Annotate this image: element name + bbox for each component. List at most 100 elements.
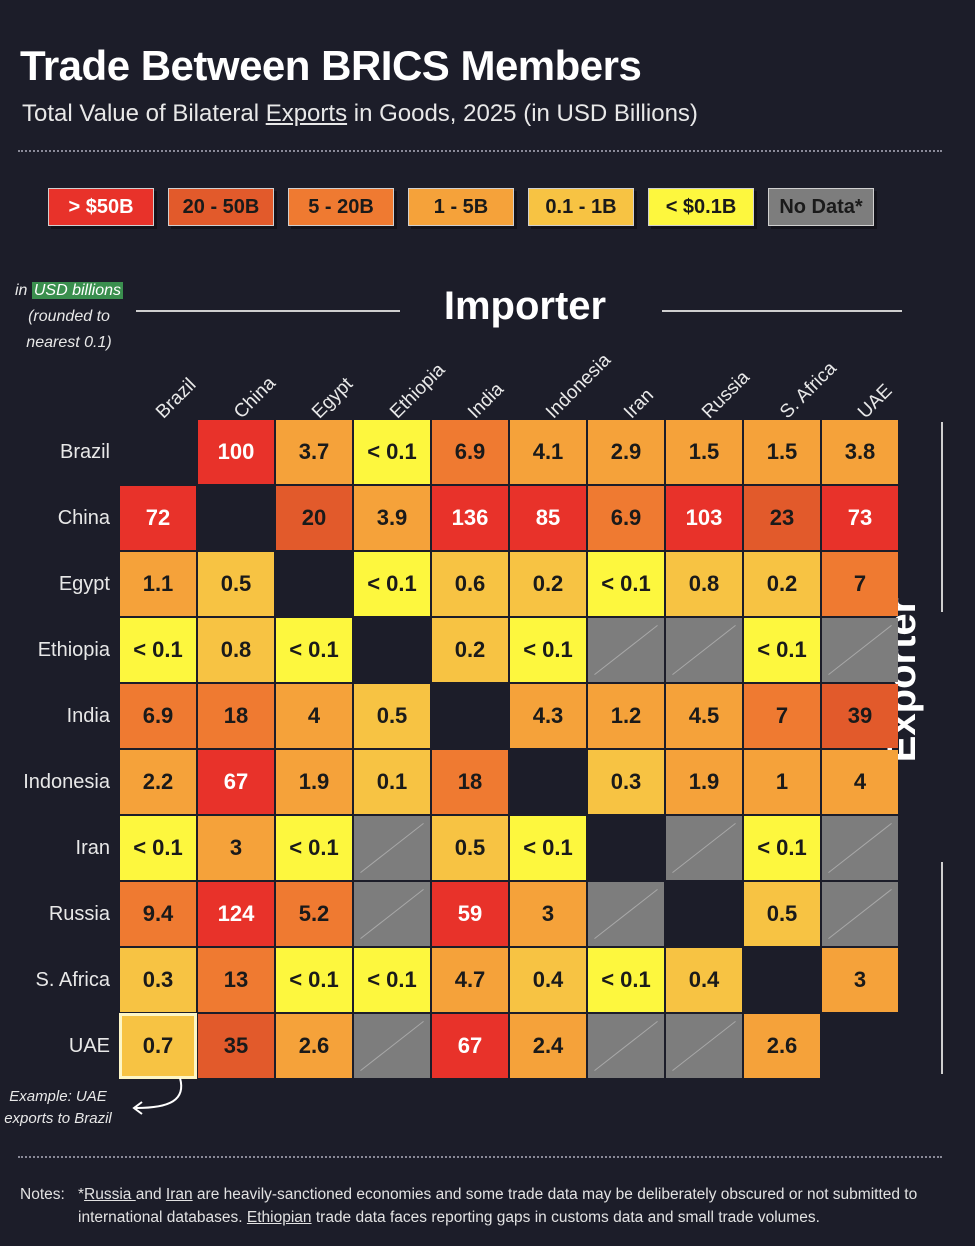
units-note: in USD billions (rounded to nearest 0.1)	[10, 278, 128, 356]
heatmap-cell: 4.5	[666, 684, 742, 748]
heatmap-cell: < 0.1	[510, 816, 586, 880]
column-label: Egypt	[308, 373, 358, 423]
legend: > $50B 20 - 50B 5 - 20B 1 - 5B 0.1 - 1B < $0.…	[0, 188, 975, 228]
column-label: India	[464, 378, 508, 423]
heatmap-cell: 9.4	[120, 882, 196, 946]
heatmap-cell: 0.3	[120, 948, 196, 1012]
row-label: Indonesia	[23, 771, 110, 793]
heatmap-cell: 0.8	[198, 618, 274, 682]
heatmap-cell: 1.9	[666, 750, 742, 814]
heatmap-cell	[822, 618, 898, 682]
heatmap-cell: 6.9	[120, 684, 196, 748]
notes-russia: Russia	[84, 1186, 136, 1203]
heatmap-cell: 7	[822, 552, 898, 616]
notes-ethiopian: Ethiopian	[246, 1209, 312, 1226]
heatmap-cell: 0.1	[354, 750, 430, 814]
column-label: Russia	[698, 366, 754, 423]
divider-bottom	[18, 1156, 942, 1158]
heatmap-cell	[822, 882, 898, 946]
heatmap-cell: 23	[744, 486, 820, 550]
heatmap-cell: 39	[822, 684, 898, 748]
heatmap-cell: 20	[276, 486, 352, 550]
heatmap-cell: 100	[198, 420, 274, 484]
heatmap-cell: 0.5	[744, 882, 820, 946]
heatmap-cell: 0.6	[432, 552, 508, 616]
heatmap-cell: 3.7	[276, 420, 352, 484]
heatmap-cell: < 0.1	[120, 816, 196, 880]
exporter-line-top	[941, 422, 943, 612]
heatmap-cell: < 0.1	[276, 816, 352, 880]
heatmap-cell: 0.5	[198, 552, 274, 616]
units-note-line2: (rounded to	[28, 308, 110, 325]
heatmap-cell: 0.2	[744, 552, 820, 616]
heatmap-cell: 2.9	[588, 420, 664, 484]
heatmap-cell: 0.4	[510, 948, 586, 1012]
column-label: Brazil	[152, 374, 201, 423]
heatmap-cell	[588, 882, 664, 946]
heatmap-cell: < 0.1	[588, 948, 664, 1012]
heatmap-cell: 3	[198, 816, 274, 880]
heatmap-cell: < 0.1	[588, 552, 664, 616]
heatmap-cell: 18	[432, 750, 508, 814]
heatmap-cell: 136	[432, 486, 508, 550]
divider-top	[18, 150, 942, 152]
importer-line-left	[136, 310, 400, 312]
importer-line-right	[662, 310, 902, 312]
row-label: India	[66, 705, 110, 727]
row-label: Ethiopia	[37, 639, 110, 661]
row-label: UAE	[68, 1035, 110, 1057]
legend-item-1: 20 - 50B	[168, 188, 274, 226]
notes-p3: trade data faces reporting gaps in custo…	[311, 1209, 820, 1226]
notes-text: *Russia and Iran are heavily-sanctioned …	[78, 1183, 958, 1229]
subtitle-post: in Goods, 2025 (in USD Billions)	[347, 100, 698, 127]
heatmap-cell: 5.2	[276, 882, 352, 946]
notes-iran: Iran	[165, 1186, 193, 1203]
chart-subtitle: Total Value of Bilateral Exports in Good…	[22, 100, 698, 128]
row-label: China	[57, 507, 110, 529]
heatmap-cell: 3.9	[354, 486, 430, 550]
heatmap-cell	[588, 1014, 664, 1078]
heatmap-cell: 72	[120, 486, 196, 550]
heatmap-cell: 103	[666, 486, 742, 550]
heatmap-cell: 0.5	[432, 816, 508, 880]
legend-item-2: 5 - 20B	[288, 188, 394, 226]
row-label: Iran	[75, 837, 110, 859]
heatmap-cell: 67	[432, 1014, 508, 1078]
heatmap-cell: 4	[822, 750, 898, 814]
row-label: Russia	[48, 903, 110, 925]
heatmap-cell: 1	[744, 750, 820, 814]
legend-item-4: 0.1 - 1B	[528, 188, 634, 226]
row-label: Egypt	[58, 573, 110, 595]
heatmap-cell: 0.7	[119, 1013, 197, 1079]
heatmap-cell: 1.5	[666, 420, 742, 484]
heatmap-cell	[354, 882, 430, 946]
column-label: S. Africa	[776, 357, 841, 423]
heatmap-cell: < 0.1	[276, 618, 352, 682]
units-note-line3: nearest 0.1)	[26, 334, 112, 351]
column-label: Indonesia	[542, 349, 616, 423]
row-label: Brazil	[59, 441, 110, 463]
chart-title: Trade Between BRICS Members	[20, 42, 642, 89]
heatmap-cell: 67	[198, 750, 274, 814]
heatmap-cell: 35	[198, 1014, 274, 1078]
units-note-highlight: USD billions	[31, 282, 124, 299]
heatmap-cell: 0.2	[432, 618, 508, 682]
heatmap-cell: 4.7	[432, 948, 508, 1012]
heatmap-cell: 0.8	[666, 552, 742, 616]
heatmap-cell: 4	[276, 684, 352, 748]
exporter-line-bottom	[941, 862, 943, 1074]
heatmap-cell: < 0.1	[510, 618, 586, 682]
legend-item-5: < $0.1B	[648, 188, 754, 226]
legend-item-3: 1 - 5B	[408, 188, 514, 226]
importer-axis-title: Importer	[443, 284, 607, 328]
subtitle-pre: Total Value of Bilateral	[22, 100, 266, 127]
example-note: Example: UAE exports to Brazil	[0, 1086, 116, 1130]
heatmap-cell: 1.9	[276, 750, 352, 814]
heatmap-cell: 2.6	[276, 1014, 352, 1078]
heatmap-cell: 0.5	[354, 684, 430, 748]
heatmap-cell: 3.8	[822, 420, 898, 484]
heatmap-cell	[666, 1014, 742, 1078]
heatmap-cell: < 0.1	[276, 948, 352, 1012]
heatmap-cell: 6.9	[588, 486, 664, 550]
example-arrow-icon	[132, 1077, 183, 1115]
